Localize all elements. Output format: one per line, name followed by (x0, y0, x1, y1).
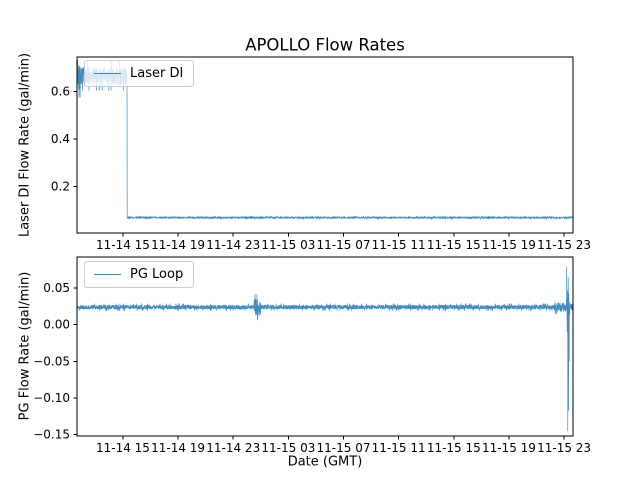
x-tick-label: 11-15 23 (537, 238, 591, 252)
axes-frame (76, 256, 574, 437)
x-tick-label: 11-15 11 (372, 238, 426, 252)
x-tick-label: 11-15 15 (427, 441, 481, 455)
pg-loop-line (76, 266, 574, 432)
x-tick-label: 11-14 23 (206, 441, 260, 455)
x-tick-label: 11-15 23 (537, 441, 591, 455)
x-axis-label: Date (GMT) (287, 454, 363, 470)
legend-laser-di: Laser DI (84, 60, 195, 87)
x-tick-label: 11-14 19 (151, 238, 205, 252)
y-tick-label: 0.00 (43, 318, 70, 332)
x-tick-label: 11-15 03 (261, 441, 315, 455)
legend-line-sample-icon (94, 274, 121, 275)
x-tick-label: 11-15 15 (427, 238, 481, 252)
legend-pg-loop: PG Loop (84, 261, 195, 288)
x-tick-label: 11-14 23 (206, 238, 260, 252)
axes-frame (76, 56, 574, 234)
legend-line-sample-icon (94, 73, 121, 74)
y-tick-label: −0.05 (33, 354, 70, 368)
y-tick-label: −0.15 (33, 428, 70, 442)
y-tick-label: −0.10 (33, 391, 70, 405)
legend-label: PG Loop (130, 267, 184, 282)
y-tick-label: 0.2 (51, 179, 70, 193)
bottom-y-axis-label: PG Flow Rate (gal/min) (17, 271, 33, 421)
x-tick-label: 11-15 07 (317, 441, 371, 455)
laser-di-line (76, 60, 574, 220)
chart-title: APOLLO Flow Rates (245, 35, 405, 55)
x-tick-label: 11-15 03 (261, 238, 315, 252)
x-tick-label: 11-15 07 (317, 238, 371, 252)
y-tick-label: 0.05 (43, 281, 70, 295)
top-y-axis-label: Laser DI Flow Rate (gal/min) (17, 52, 33, 238)
y-tick-label: 0.4 (51, 132, 70, 146)
x-tick-label: 11-14 15 (96, 441, 150, 455)
legend-label: Laser DI (130, 66, 184, 81)
x-tick-label: 11-15 19 (482, 441, 536, 455)
x-tick-label: 11-15 19 (482, 238, 536, 252)
x-tick-label: 11-14 19 (151, 441, 205, 455)
x-tick-label: 11-15 11 (372, 441, 426, 455)
y-tick-label: 0.6 (51, 84, 70, 98)
x-tick-label: 11-14 15 (96, 238, 150, 252)
